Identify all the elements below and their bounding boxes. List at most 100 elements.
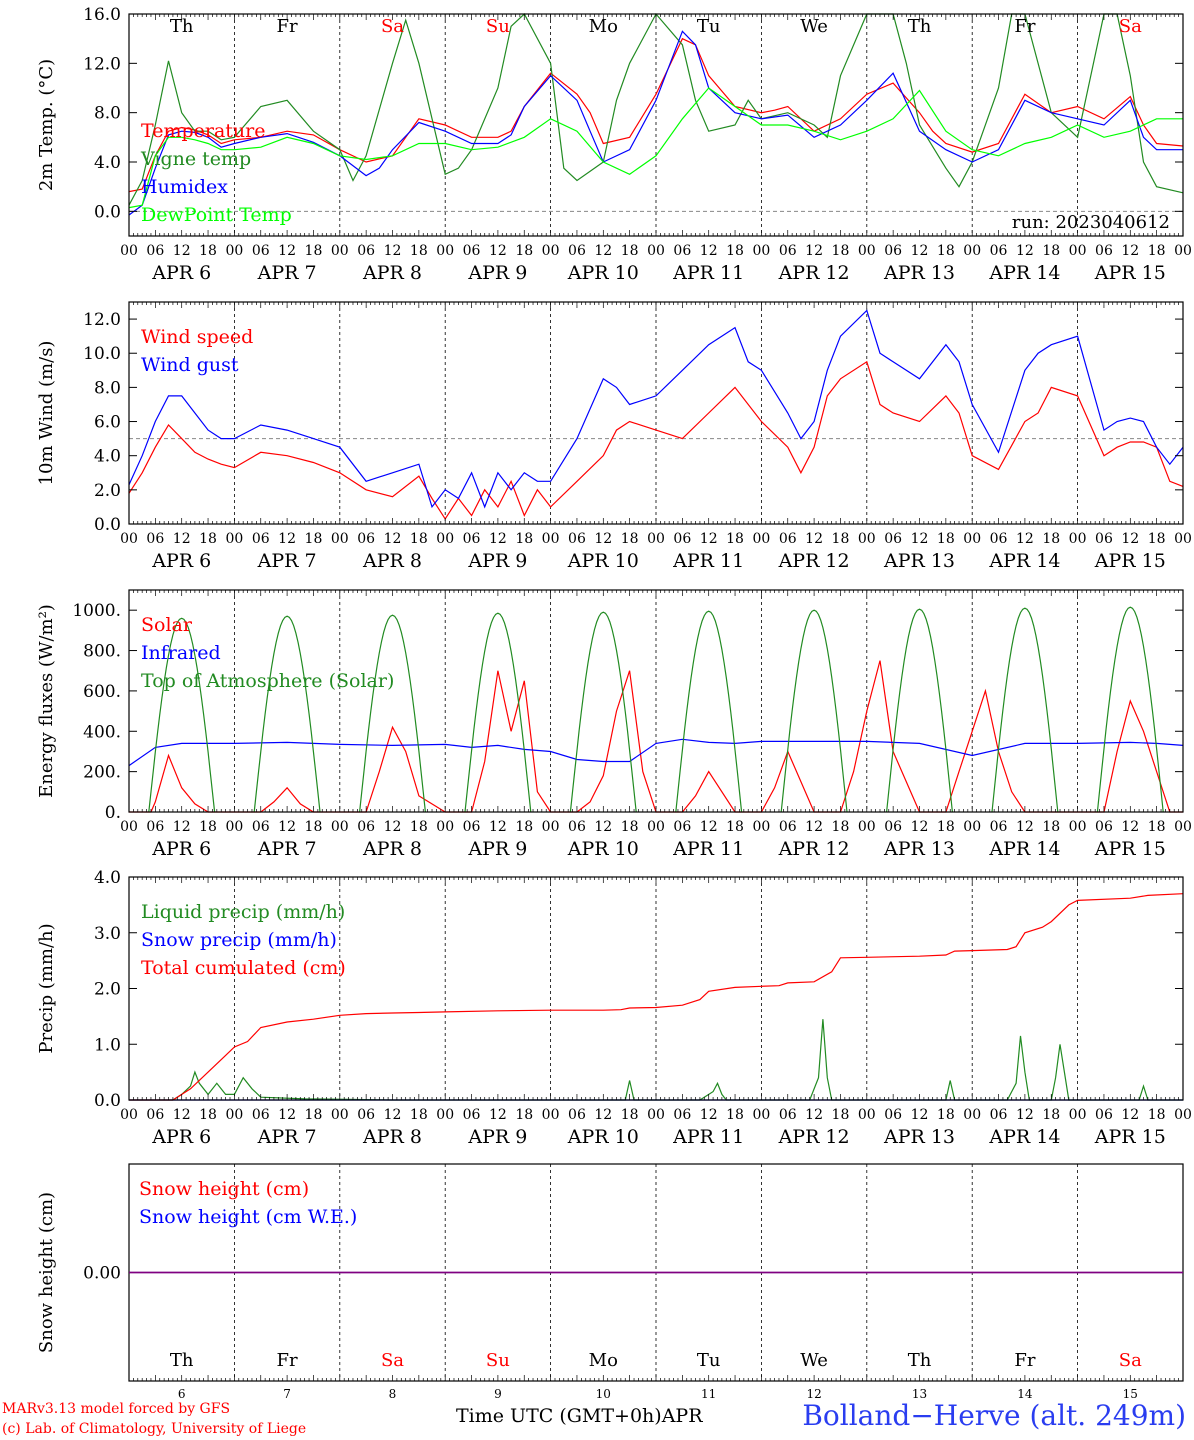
- x-hour-label: 06: [463, 531, 481, 547]
- legend-entry: Snow height (cm W.E.): [139, 1206, 357, 1228]
- x-hour-label: 06: [357, 819, 375, 835]
- x-hour-label: 06: [884, 1107, 902, 1123]
- x-hour-label: 18: [1148, 1107, 1166, 1123]
- x-hour-label: 06: [357, 243, 375, 259]
- x-hour-label: 06: [779, 819, 797, 835]
- x-date-label: APR 12: [778, 1126, 850, 1148]
- y-tick-label: 3.0: [94, 924, 121, 944]
- x-hour-label: 12: [911, 819, 929, 835]
- series-line-dewpoint-temp: [128, 87, 1183, 209]
- x-hour-label: 18: [937, 531, 955, 547]
- x-hour-label: 00: [858, 531, 876, 547]
- x-hour-label: 12: [489, 531, 507, 547]
- day-name-label: Fr: [277, 1350, 298, 1371]
- x-hour-label: 12: [278, 1107, 296, 1123]
- x-hour-label: 06: [463, 819, 481, 835]
- y-tick-label: 2.0: [94, 481, 121, 501]
- legend-entry: Snow height (cm): [139, 1178, 309, 1200]
- series-line-wind-gust: [128, 309, 1184, 509]
- x-date-label: APR 15: [1094, 262, 1166, 284]
- x-date-label: APR 14: [988, 550, 1060, 572]
- x-hour-label: 06: [568, 1107, 586, 1123]
- y-tick-label: 400.: [83, 722, 121, 742]
- x-hour-label: 00: [120, 243, 138, 259]
- series-line-humidex: [128, 30, 1183, 216]
- day-name-label: Mo: [589, 16, 618, 37]
- x-hour-label: 12: [1016, 819, 1034, 835]
- day-name-label: Fr: [1014, 1350, 1035, 1371]
- x-hour-label: 06: [146, 531, 164, 547]
- x-hour-label: 06: [568, 531, 586, 547]
- x-date-label: APR 8: [362, 1126, 422, 1148]
- y-tick-label: 1.0: [94, 1035, 121, 1055]
- x-hour-label: 06: [357, 1107, 375, 1123]
- x-hour-label: 12: [1121, 819, 1139, 835]
- x-date-label: APR 6: [151, 550, 211, 572]
- y-tick-label: 800.: [83, 642, 121, 662]
- x-date-label: APR 11: [672, 838, 744, 860]
- x-hour-label: 12: [173, 243, 191, 259]
- x-hour-label: 18: [832, 531, 850, 547]
- y-tick-label: 600.: [83, 682, 121, 702]
- x-hour-label: 18: [410, 531, 428, 547]
- day-name-label: Sa: [381, 16, 404, 37]
- day-name-label: Th: [908, 16, 932, 37]
- panel-1: 0.0 4.0 8.0 12.0 16.0 2m Temp. (°C) Temperatur…: [36, 5, 1192, 284]
- x-hour-label: 18: [199, 1107, 217, 1123]
- y-tick-label: 2.0: [94, 980, 121, 1000]
- x-date-label: APR 11: [672, 1126, 744, 1148]
- x-hour-label: 18: [515, 1107, 533, 1123]
- x-hour-label: 18: [515, 243, 533, 259]
- y-tick-label: 16.0: [83, 5, 121, 25]
- x-hour-label: 06: [884, 531, 902, 547]
- x-date-label: APR 8: [362, 262, 422, 284]
- y-tick-label: 0.: [105, 803, 121, 823]
- x-hour-label: 12: [1121, 1107, 1139, 1123]
- x-hour-label: 06: [568, 243, 586, 259]
- series-line-vigne-temp: [128, 12, 1184, 206]
- x-date-label: APR 7: [257, 262, 317, 284]
- x-hour-label: 12: [700, 1107, 718, 1123]
- x-hour-label: 12: [384, 819, 402, 835]
- x-hour-label: 06: [884, 243, 902, 259]
- x-date-label: APR 7: [257, 550, 317, 572]
- series-line-top-of-atmosphere-solar: [148, 606, 1164, 813]
- run-label: run: 2023040612: [1012, 212, 1170, 233]
- legend-entry: DewPoint Temp: [141, 204, 292, 226]
- x-hour-label: 18: [305, 531, 323, 547]
- x-hour-label: 18: [726, 819, 744, 835]
- x-hour-label: 12: [911, 531, 929, 547]
- series-line-total-cumulated-cm: [129, 893, 1184, 1101]
- x-hour-label: 00: [225, 1107, 243, 1123]
- x-hour-label: 06: [673, 531, 691, 547]
- x-hour-label: 06: [779, 531, 797, 547]
- x-hour-label: 12: [805, 1107, 823, 1123]
- x-hour-label: 18: [1042, 819, 1060, 835]
- x-date-label: APR 14: [988, 1126, 1060, 1148]
- x-hour-label: 18: [937, 1107, 955, 1123]
- x-hour-label: 00: [1174, 531, 1192, 547]
- day-name-label: Fr: [277, 16, 298, 37]
- x-hour-label: 06: [1095, 819, 1113, 835]
- x-hour-label: 00: [647, 819, 665, 835]
- series-line-temperature: [128, 37, 1184, 193]
- legend-entry: Total cumulated (cm): [141, 957, 346, 979]
- x-hour-label: 00: [331, 819, 349, 835]
- x-date-label: APR 6: [151, 262, 211, 284]
- x-hour-label: 12: [911, 243, 929, 259]
- date-number-label: 15: [1123, 1387, 1138, 1401]
- x-hour-label: 18: [937, 243, 955, 259]
- x-hour-label: 06: [357, 531, 375, 547]
- x-hour-label: 06: [990, 531, 1008, 547]
- y-tick-label: 0.0: [94, 515, 121, 535]
- x-hour-label: 00: [647, 1107, 665, 1123]
- x-date-label: APR 11: [672, 550, 744, 572]
- y-tick-label: 6.0: [94, 413, 121, 433]
- x-hour-label: 18: [726, 243, 744, 259]
- date-number-label: 9: [494, 1387, 502, 1401]
- x-date-label: APR 8: [362, 550, 422, 572]
- series-line-wind-speed: [128, 360, 1184, 521]
- x-hour-label: 18: [1148, 819, 1166, 835]
- panel-2: 0.0 2.0 4.0 6.0 8.0 10.0 12.0 10m Wind (m/s) Win…: [36, 301, 1192, 572]
